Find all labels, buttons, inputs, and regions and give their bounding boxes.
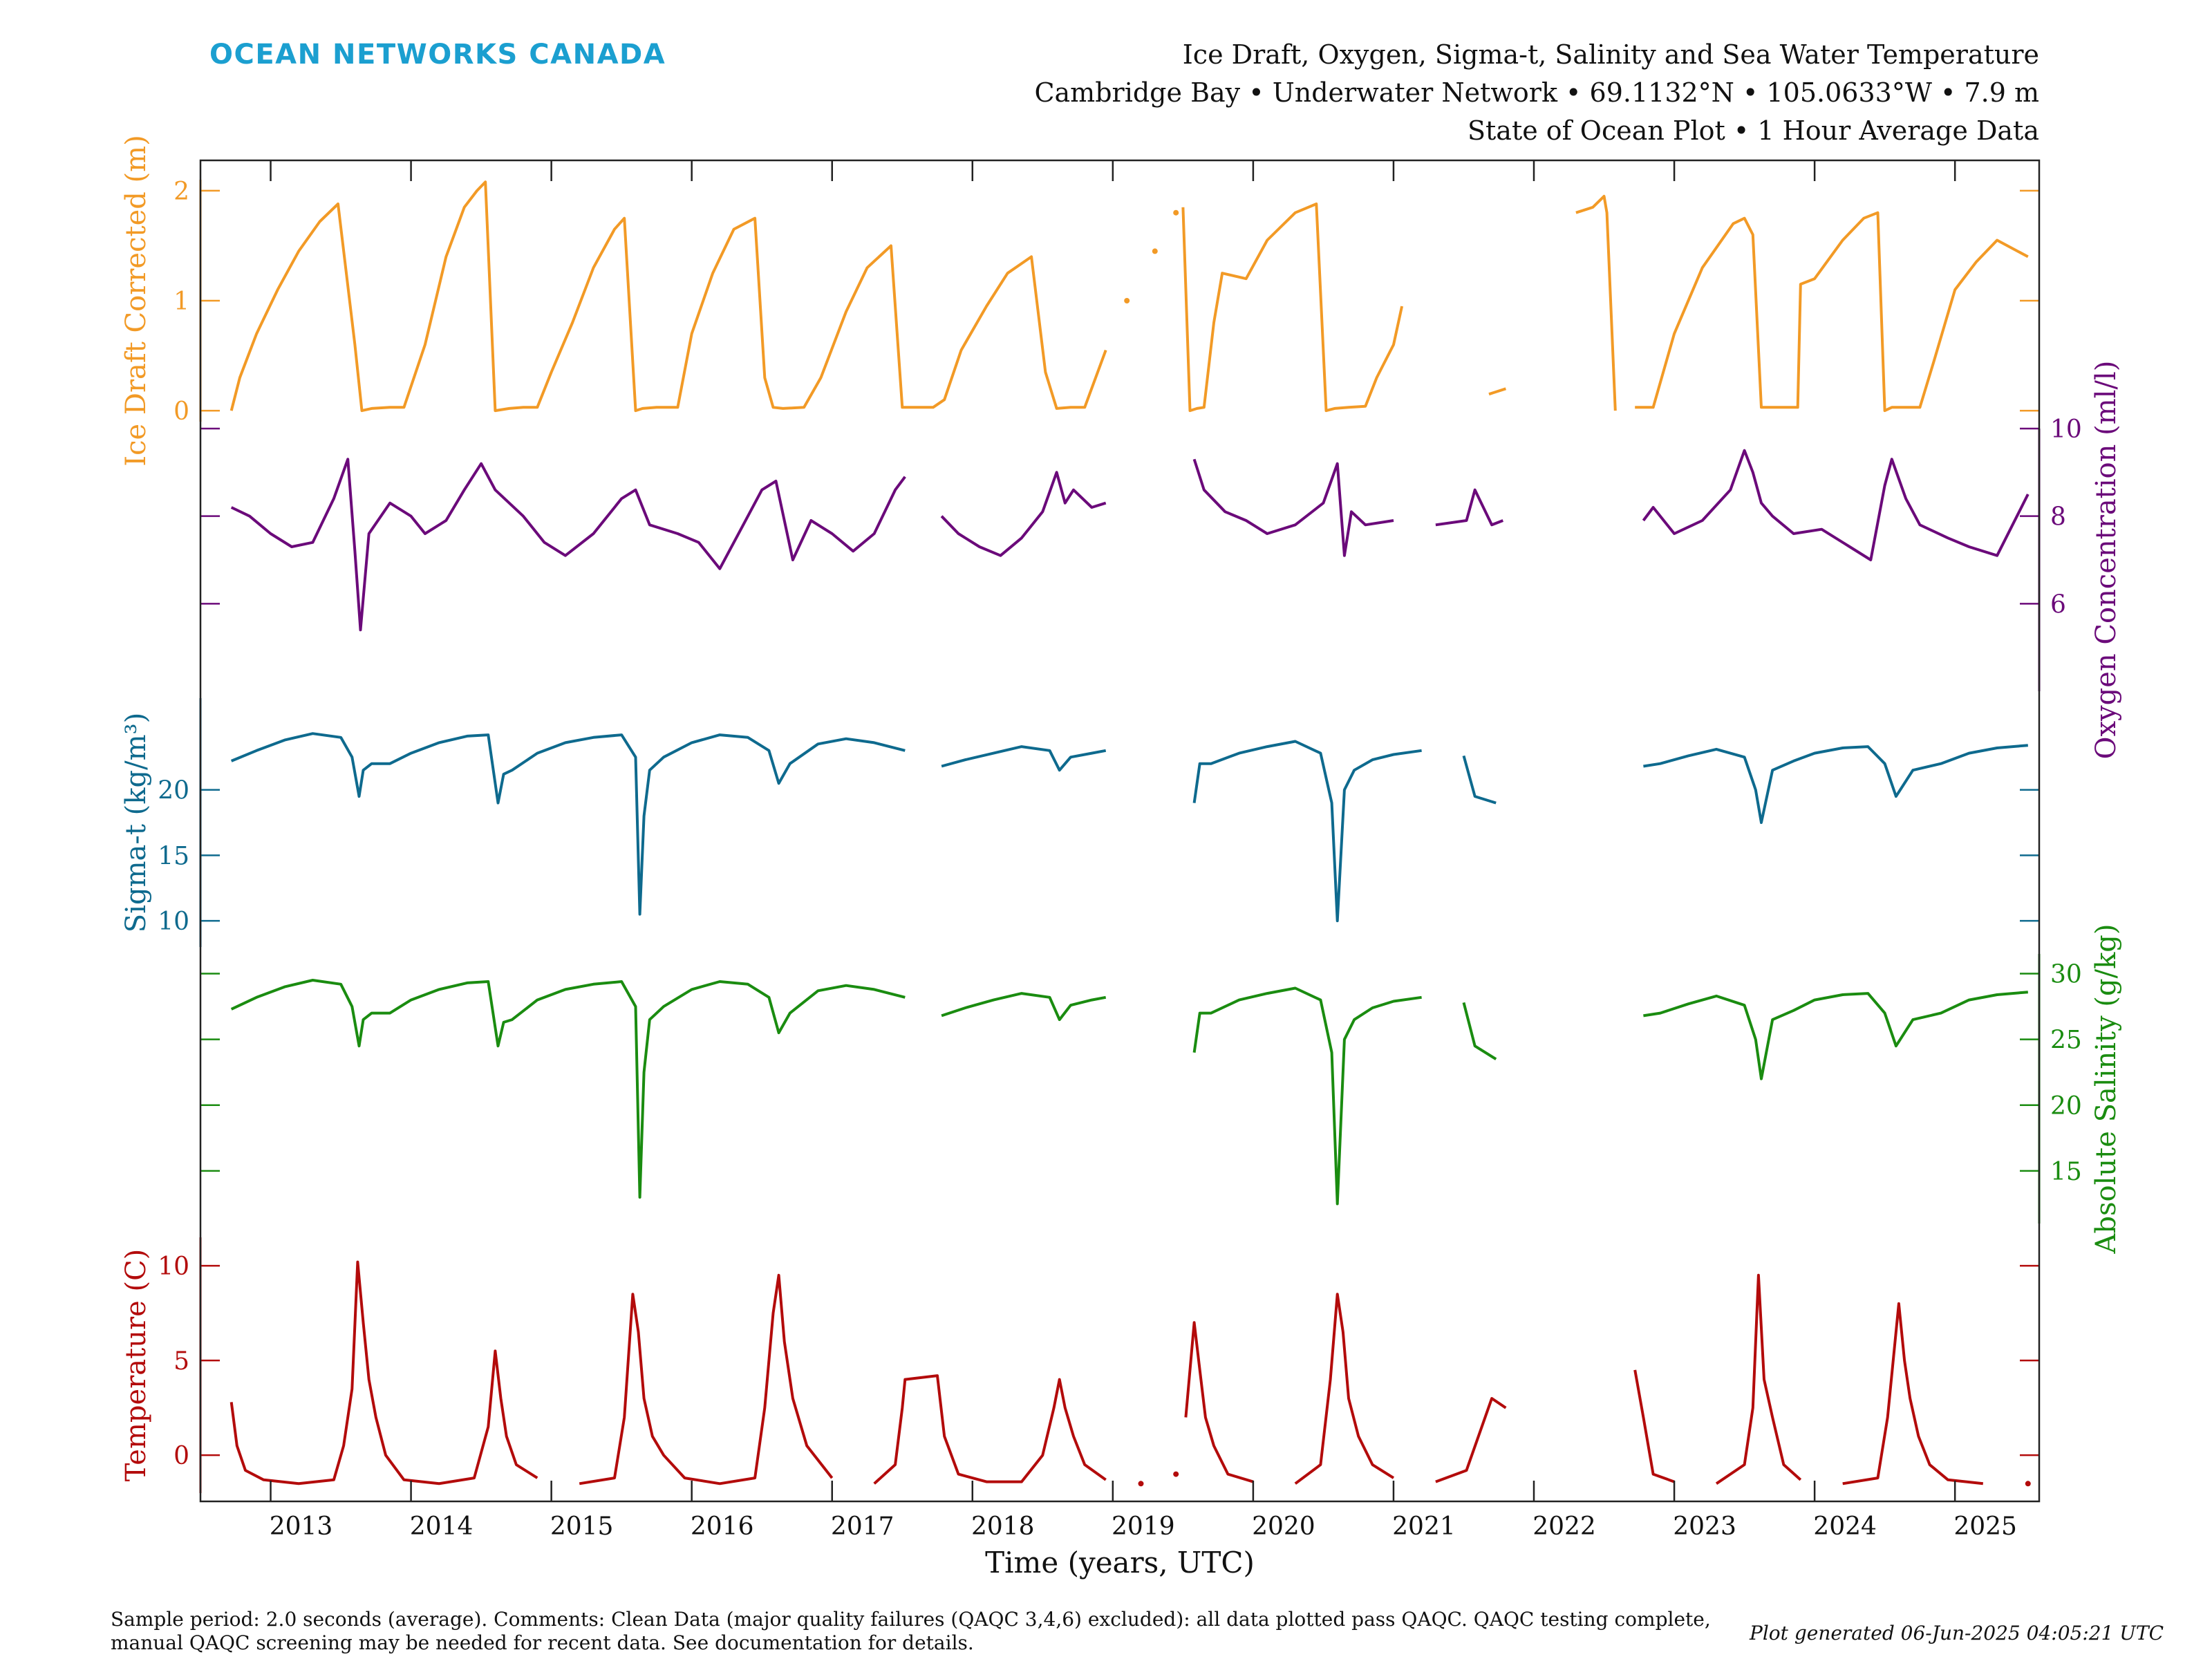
y-axis-salinity: 15 20 25 30 Absolute Salinity (g/kg)	[200, 924, 2122, 1255]
x-tick-label-2015: 2015	[550, 1512, 614, 1541]
axis-layer: 0 1 2 Ice Draft Corrected (m) 6 8 10 Oxygen Con…	[120, 135, 2122, 1493]
y-tick-label-salinity-3: 30	[2050, 961, 2082, 989]
title-line-2: Cambridge Bay • Underwater Network • 69.…	[1034, 77, 2039, 108]
x-tick-label-2022: 2022	[1533, 1512, 1596, 1541]
x-tick-label-2013: 2013	[270, 1512, 333, 1541]
series-oxygen-line-4	[1642, 449, 2030, 561]
y-axis-label-sigma: Sigma-t (kg/m³)	[120, 713, 152, 932]
series-temperature-line-0	[229, 1260, 538, 1485]
y-tick-label-oxygen-2: 10	[2050, 415, 2082, 444]
series-temperature-line-6	[1294, 1293, 1395, 1485]
y-tick-label-ice-1: 1	[174, 288, 189, 316]
y-tick-label-temperature-0: 0	[174, 1442, 189, 1470]
series-temperature-line-10	[1842, 1302, 1984, 1485]
series-temperature-line-8	[1633, 1369, 1675, 1483]
y-tick-label-temperature-1: 5	[174, 1347, 189, 1376]
series-ice-line-0	[229, 180, 1107, 413]
series-salinity-line-4	[1643, 991, 2028, 1080]
y-tick-label-salinity-1: 20	[2050, 1092, 2082, 1121]
footer-generated: Plot generated 06-Jun-2025 04:05:21 UTC	[1749, 1622, 2164, 1644]
x-tick-label-2019: 2019	[1112, 1512, 1175, 1541]
series-salinity	[230, 979, 2028, 1206]
x-tick-label-2014: 2014	[410, 1512, 474, 1541]
series-temperature-point-3	[1138, 1481, 1144, 1487]
series-ice-line-6	[1575, 194, 1617, 411]
series-oxygen	[230, 449, 2030, 632]
y-tick-label-salinity-0: 15	[2050, 1158, 2082, 1186]
series-ice-line-7	[1635, 211, 2029, 413]
series-layer	[229, 180, 2031, 1487]
series-temperature-line-2	[873, 1374, 1107, 1485]
series-temperature-point-11	[2025, 1481, 2031, 1487]
title-line-1: Ice Draft, Oxygen, Sigma-t, Salinity and…	[1183, 39, 2039, 70]
series-temperature-line-5	[1184, 1321, 1254, 1483]
series-temperature-line-1	[579, 1273, 834, 1485]
y-axis-ice: 0 1 2 Ice Draft Corrected (m)	[120, 135, 2039, 467]
y-tick-label-temperature-2: 10	[158, 1253, 189, 1281]
x-tick-label-2023: 2023	[1673, 1512, 1736, 1541]
y-tick-label-oxygen-0: 6	[2050, 590, 2066, 619]
series-ice-point-1	[1124, 298, 1130, 303]
plot-frame	[199, 159, 2041, 1503]
series-ice-point-2	[1152, 248, 1158, 254]
series-temperature-point-4	[1173, 1471, 1179, 1477]
series-oxygen-line-2	[1192, 458, 1394, 557]
series-ice-point-3	[1173, 209, 1179, 216]
footer-sample-line-2: manual QAQC screening may be needed for …	[111, 1631, 974, 1654]
y-tick-label-ice-0: 0	[174, 397, 189, 426]
x-tick-label-2024: 2024	[1813, 1512, 1877, 1541]
series-sigma-line-2	[1192, 740, 1422, 923]
footer: Sample period: 2.0 seconds (average). Co…	[111, 1608, 2164, 1654]
chart-title: Ice Draft, Oxygen, Sigma-t, Salinity and…	[1034, 39, 2039, 146]
y-tick-label-ice-2: 2	[174, 178, 189, 206]
y-tick-label-sigma-0: 10	[158, 908, 189, 936]
y-axis-oxygen: 6 8 10 Oxygen Concentration (ml/l)	[200, 361, 2122, 760]
y-tick-label-salinity-2: 25	[2050, 1027, 2082, 1055]
series-sigma-line-3	[1462, 755, 1497, 805]
x-tick-label-2017: 2017	[831, 1512, 894, 1541]
series-ice-line-5	[1488, 387, 1507, 396]
x-tick-label-2021: 2021	[1392, 1512, 1456, 1541]
series-sigma	[230, 732, 2028, 923]
x-tick-label-2018: 2018	[971, 1512, 1035, 1541]
y-tick-label-sigma-2: 20	[158, 777, 189, 805]
series-ice-line-4	[1181, 203, 1404, 413]
y-axis-label-salinity: Absolute Salinity (g/kg)	[2090, 924, 2122, 1254]
series-salinity-line-3	[1462, 1002, 1497, 1060]
y-axis-label-temperature: Temperature (C)	[120, 1249, 152, 1482]
series-temperature-line-9	[1715, 1273, 1802, 1485]
x-axis-label: Time (years, UTC)	[985, 1546, 1255, 1580]
series-salinity-line-1	[941, 992, 1107, 1022]
series-oxygen-line-0	[230, 458, 906, 632]
x-axis: 2013 2014 2015 2016 2017 2018 2019 2020 2021 2022…	[270, 160, 2017, 1541]
y-axis-label-ice: Ice Draft Corrected (m)	[120, 135, 152, 466]
series-temperature-line-7	[1435, 1397, 1507, 1483]
series-oxygen-line-1	[940, 471, 1107, 557]
series-sigma-line-1	[941, 745, 1107, 772]
series-salinity-line-2	[1192, 986, 1422, 1206]
series-temperature	[229, 1260, 2031, 1487]
series-sigma-line-0	[230, 732, 906, 916]
y-axis-label-oxygen: Oxygen Concentration (ml/l)	[2090, 361, 2122, 760]
series-sigma-line-4	[1643, 744, 2028, 824]
series-ice	[229, 180, 2029, 413]
footer-sample-line-1: Sample period: 2.0 seconds (average). Co…	[111, 1608, 1711, 1631]
y-tick-label-sigma-1: 15	[158, 842, 189, 870]
title-line-3: State of Ocean Plot • 1 Hour Average Dat…	[1468, 115, 2039, 146]
x-tick-label-2020: 2020	[1252, 1512, 1315, 1541]
onc-logo: OCEAN NETWORKS CANADA	[209, 39, 666, 71]
y-tick-label-oxygen-1: 8	[2050, 503, 2066, 532]
series-salinity-line-0	[230, 979, 906, 1199]
x-tick-label-2025: 2025	[1953, 1512, 2017, 1541]
series-oxygen-line-3	[1435, 488, 1504, 527]
x-tick-label-2016: 2016	[691, 1512, 754, 1541]
